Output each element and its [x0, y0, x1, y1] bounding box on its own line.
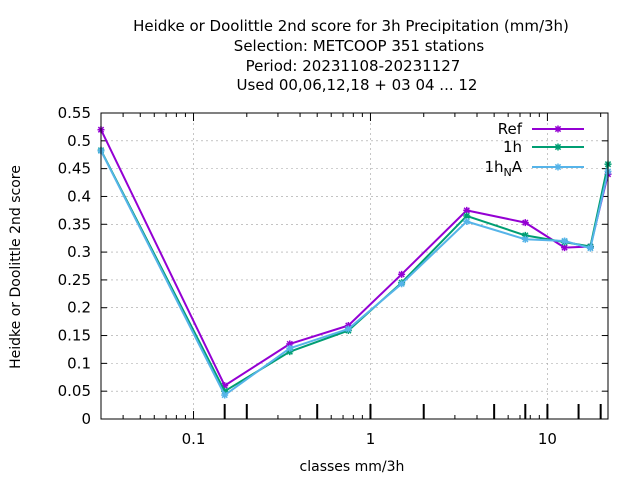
- y-tick-label: 0.5: [67, 132, 91, 150]
- data-point: [463, 212, 471, 220]
- x-tick-label: 10: [538, 430, 557, 448]
- point-marker-stroke: [561, 237, 568, 245]
- y-tick-label: 0.2: [67, 299, 91, 317]
- series-1: [97, 126, 612, 390]
- chart-title: Heidke or Doolittle 2nd score for 3h Pre…: [133, 17, 569, 94]
- legend-entry: Ref: [498, 120, 584, 138]
- y-tick-label: 0: [81, 410, 91, 428]
- y-tick-label: 0.55: [58, 104, 91, 122]
- series-2: [97, 146, 612, 395]
- data-point: [561, 237, 569, 245]
- y-tick-label: 0.4: [67, 187, 91, 205]
- x-axis-tick-labels: 0.1 1 10: [182, 430, 557, 448]
- point-marker-stroke: [587, 245, 594, 252]
- x-tick-label: 0.1: [182, 430, 206, 448]
- series-3: [97, 147, 612, 399]
- point-marker-stroke: [463, 218, 470, 225]
- y-axis-tick-labels: 0 0.05 0.1 0.15 0.2 0.25 0.3 0.35 0.4 0.45 0.5 0.55: [58, 104, 91, 428]
- legend-label: Ref: [498, 120, 523, 138]
- data-point: [398, 280, 406, 288]
- data-point: [586, 244, 594, 252]
- legend-marker-stroke: [554, 143, 562, 151]
- plot-series: [97, 126, 612, 399]
- y-axis-label: Heidke or Doolittle 2nd score: [8, 165, 24, 369]
- y-tick-label: 0.3: [67, 243, 91, 261]
- legend-marker-stroke: [554, 125, 562, 133]
- y-tick-label: 0.25: [58, 271, 91, 289]
- title-line-3: Period: 20231108-20231127: [246, 57, 461, 75]
- data-point: [286, 344, 294, 352]
- legend-entry: 1hNA: [484, 158, 584, 179]
- x-axis-label: classes mm/3h: [300, 459, 405, 475]
- point-marker-stroke: [522, 219, 529, 226]
- legend-label: 1hNA: [484, 158, 522, 179]
- y-tick-label: 0.45: [58, 160, 91, 178]
- point-marker-stroke: [398, 280, 405, 287]
- y-tick-label: 0.05: [58, 382, 91, 400]
- legend-marker-stroke: [554, 163, 562, 171]
- point-marker-stroke: [345, 325, 352, 333]
- data-point: [221, 391, 229, 399]
- data-point: [463, 217, 471, 225]
- y-tick-label: 0.1: [67, 354, 91, 372]
- title-line-4: Used 00,06,12,18 + 03 04 ... 12: [237, 76, 478, 94]
- data-point: [398, 270, 406, 278]
- series-line: [100, 129, 609, 387]
- series-line: [100, 149, 609, 393]
- series-line: [100, 150, 609, 397]
- legend-label: 1h: [503, 138, 522, 156]
- title-line-1: Heidke or Doolittle 2nd score for 3h Pre…: [133, 17, 569, 35]
- point-marker-stroke: [463, 212, 470, 220]
- point-marker-stroke: [221, 391, 228, 399]
- plot-frame: [100, 112, 609, 420]
- y-tick-label: 0.35: [58, 215, 91, 233]
- point-marker-stroke: [522, 236, 529, 243]
- point-marker-stroke: [561, 244, 568, 251]
- data-point: [521, 235, 529, 243]
- x-tick-label: 1: [366, 430, 376, 448]
- point-marker-stroke: [463, 207, 470, 214]
- point-marker-stroke: [398, 271, 405, 278]
- data-point: [344, 325, 352, 333]
- legend-entry: 1h: [503, 138, 584, 156]
- axis-ticks: [101, 112, 608, 420]
- title-line-2: Selection: METCOOP 351 stations: [234, 37, 485, 55]
- data-point: [521, 219, 529, 227]
- point-marker-stroke: [286, 345, 293, 352]
- y-tick-label: 0.15: [58, 327, 91, 345]
- grid: [101, 113, 608, 419]
